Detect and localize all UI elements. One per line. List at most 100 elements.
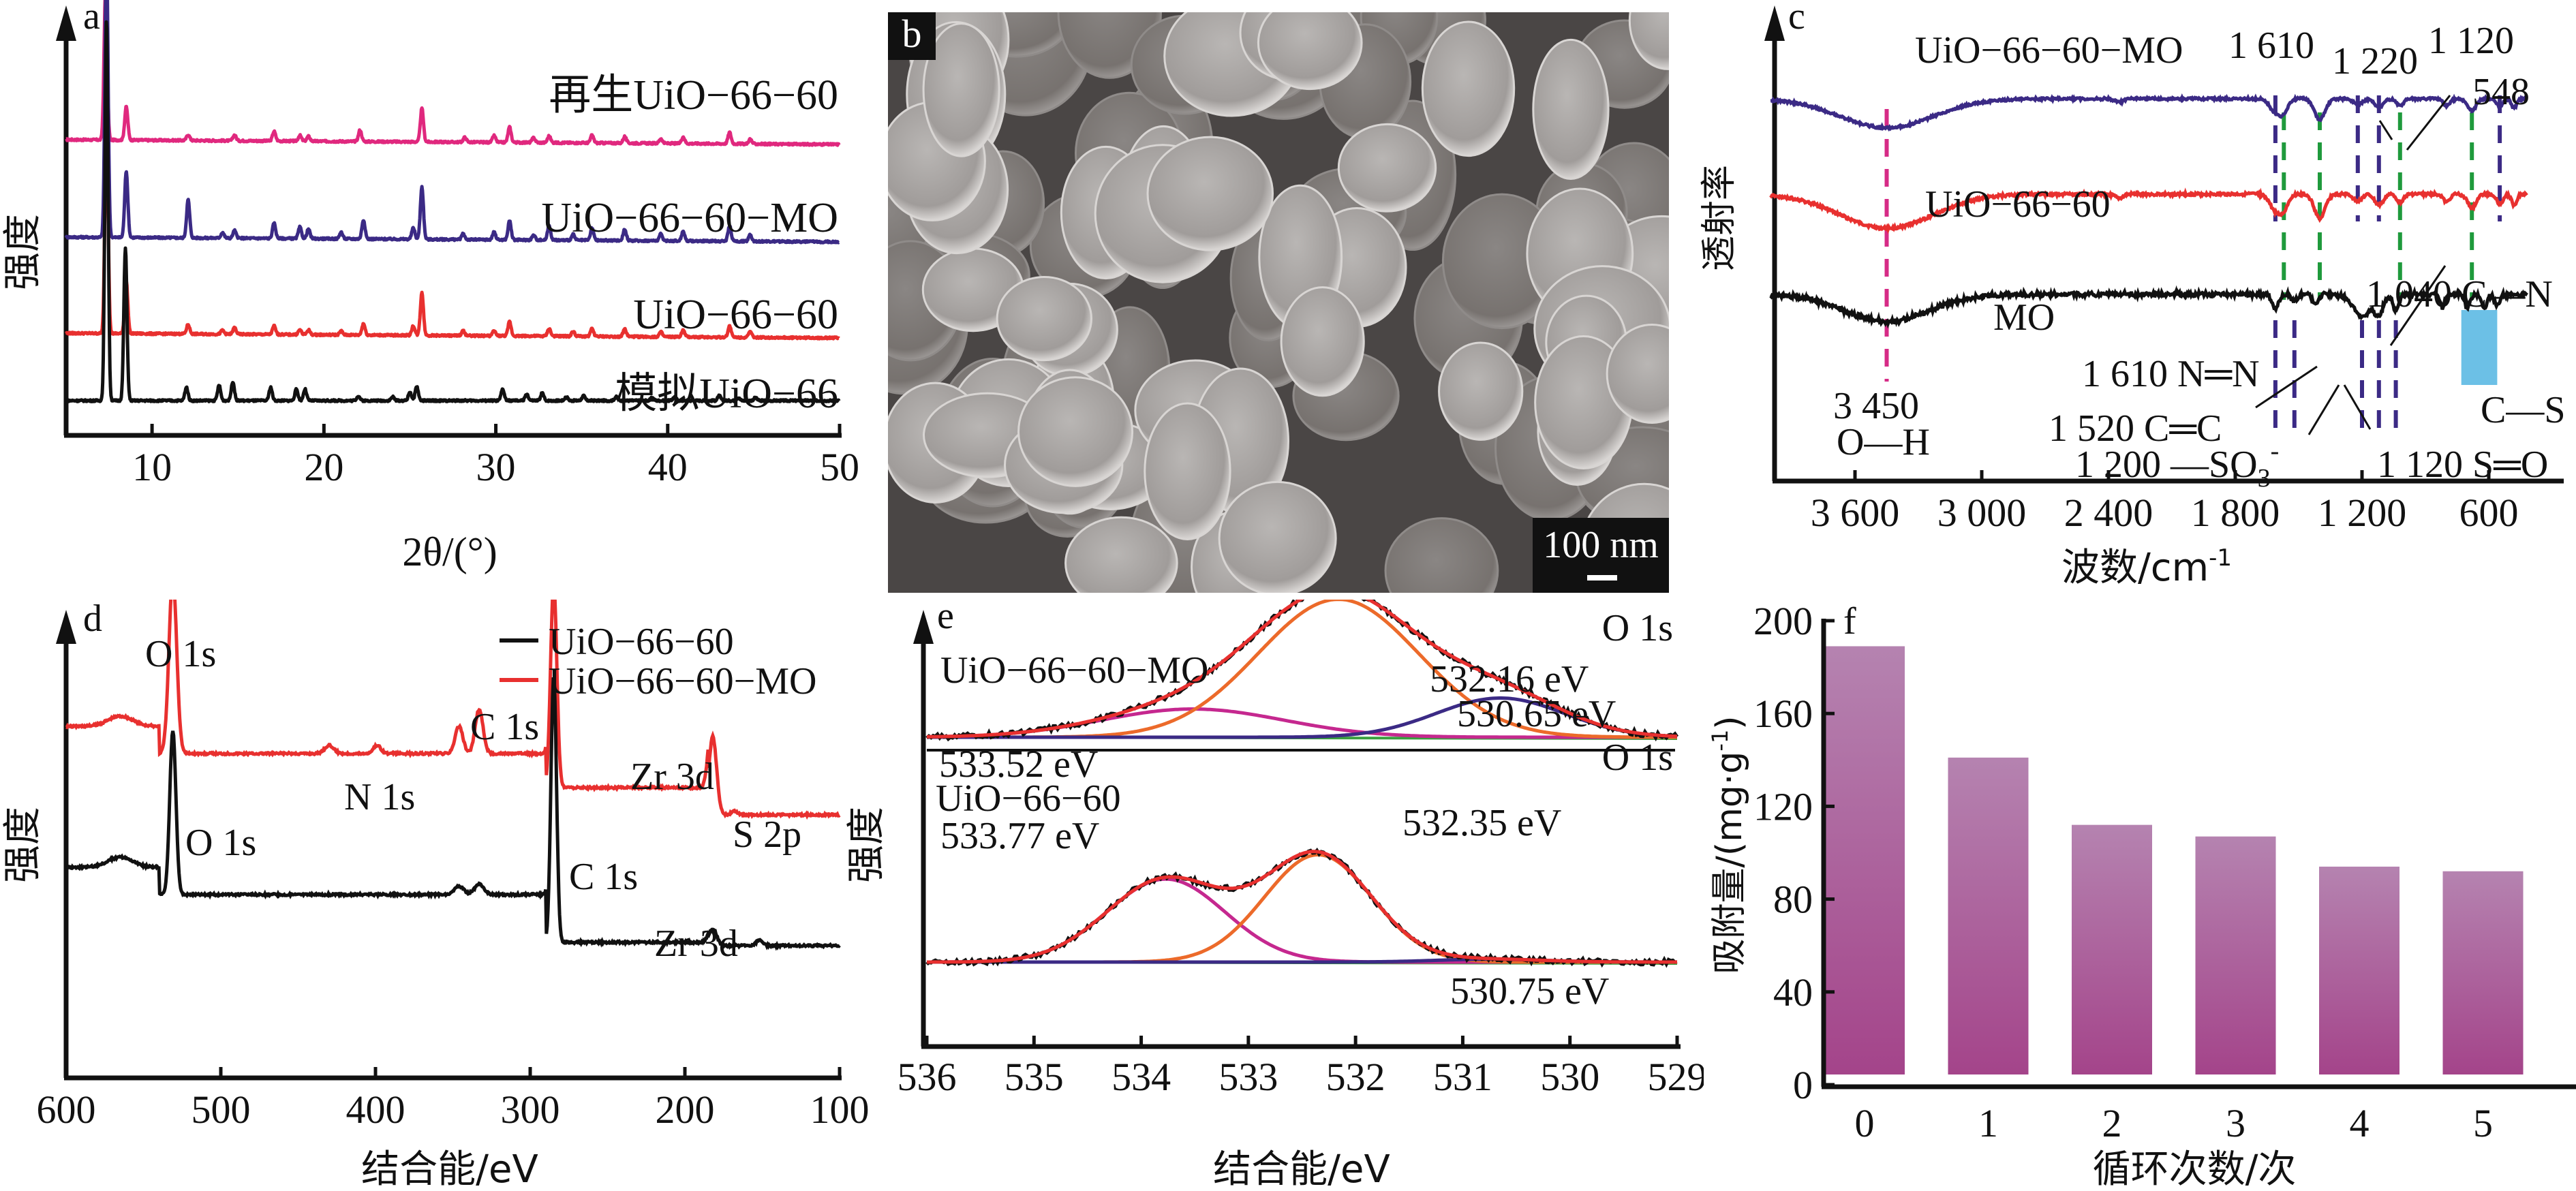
- panel-f-y-label-close: ): [1709, 715, 1750, 729]
- panel-c-x-tick-label: 1 200: [2318, 491, 2407, 535]
- sem-particle: [1064, 516, 1178, 593]
- xrd-series-line: [65, 20, 841, 403]
- xrd-series-line: [64, 0, 840, 245]
- panel-c-x-label: 波数/cm-1: [2061, 544, 2232, 590]
- panel-e-x-tick-label: 529: [1648, 1055, 1704, 1099]
- panel-f-x-tick-label: 5: [2473, 1101, 2493, 1145]
- annot-1120-top: 1 120: [2428, 20, 2514, 62]
- panel-c-y-axis-arrow: [1764, 5, 1785, 41]
- peak-label-c1s-mo: C 1s: [470, 706, 539, 748]
- panel-a-y-label: 强度: [1, 214, 45, 290]
- peak-label-zr3d-mo: Zr 3d: [630, 756, 714, 798]
- panel-e-y-axis-arrow: [913, 610, 934, 644]
- fit-envelope-line: [927, 850, 1677, 964]
- panel-f-y-tick-label: 80: [1773, 878, 1813, 922]
- raw-data-line: [925, 847, 1678, 968]
- panel-f-label: f: [1843, 600, 1856, 643]
- panel-a-x-tick-label: 20: [304, 445, 343, 489]
- panel-a-x-tick-label: 30: [476, 445, 516, 489]
- sem-particle: [1218, 480, 1337, 593]
- bar: [1824, 646, 1905, 1074]
- c-series-label-mo: MO: [1993, 296, 2055, 339]
- fit-component-curve: [927, 853, 1677, 964]
- e-label-532-16: 532.16 eV: [1430, 658, 1589, 700]
- scale-bar-line: [1587, 575, 1617, 581]
- panel-f-y-label-text: 吸附量/(mg·g: [1709, 752, 1750, 974]
- panel-d-xps-survey-chart: 600 500 400 300 200 100 d UiO−66−60 UiO−66−60…: [1, 600, 870, 1191]
- panel-d-x-tick-label: 600: [37, 1087, 96, 1132]
- e-label-533-52: 533.52 eV: [939, 743, 1098, 786]
- panel-e-x-tick-label: 531: [1433, 1055, 1492, 1099]
- annotation-leader-lines: [2255, 95, 2451, 435]
- panel-f-x-tick-label: 0: [1855, 1101, 1875, 1145]
- panel-c-x-tick-label: 3 000: [1937, 491, 2027, 535]
- panel-d-x-label: 结合能/eV: [361, 1147, 538, 1191]
- scale-bar-text: 100 nm: [1543, 524, 1659, 566]
- sem-particle: [1280, 286, 1365, 397]
- bar: [2319, 866, 2399, 1074]
- annot-oh: O—H: [1837, 421, 1930, 463]
- panel-f-bar-chart: 0 40 80 120 160 200 0 1 2 3 4 5 f 吸附量/(mg·g-1) 循环次数…: [1707, 600, 2576, 1191]
- legend-regen-uio: 再生UiO−66−60: [549, 72, 838, 119]
- annot-1040-cn: 1 040 C—N: [2366, 273, 2553, 315]
- bar: [2195, 836, 2276, 1074]
- panel-b-sem-image: b 100 nm: [888, 12, 1669, 593]
- panel-e-x-label: 结合能/eV: [1213, 1147, 1390, 1191]
- panel-f-y-tick-label: 40: [1773, 970, 1813, 1015]
- panel-f-y-label-sup: -1: [1707, 730, 1733, 752]
- panel-c-label: c: [1788, 0, 1805, 37]
- panel-f-x-tick-label: 3: [2226, 1101, 2245, 1145]
- legend-uio-mo: UiO−66−60−MO: [541, 195, 838, 241]
- annot-so3-subscript: 3: [2258, 464, 2271, 493]
- scale-bar: 100 nm: [1533, 518, 1669, 593]
- panel-e-x-tick-label: 530: [1540, 1055, 1599, 1099]
- panel-b-label: b: [888, 12, 936, 60]
- panel-f-x-tick-label: 2: [2102, 1101, 2122, 1145]
- panel-a-x-tick-label: 50: [820, 445, 859, 489]
- legend-uio: UiO−66−60: [549, 621, 734, 663]
- annot-1200-so3-text: 1 200 —SO: [2075, 444, 2258, 486]
- legend-uio: UiO−66−60: [633, 292, 838, 338]
- ftir-series-line: [1769, 285, 2528, 329]
- panel-c-x-label-sup: -1: [2209, 544, 2232, 572]
- xrd-series-line: [64, 104, 840, 341]
- sem-particle: [1421, 20, 1516, 157]
- panel-a-x-tick-label: 10: [132, 445, 172, 489]
- ftir-series-line: [1769, 187, 2528, 234]
- legend-sim-uio: 模拟UiO−66: [615, 371, 838, 417]
- c-series-label-uio: UiO−66−60: [1925, 183, 2111, 226]
- panel-f-y-tick-label: 160: [1753, 692, 1813, 736]
- sem-particle: [1628, 12, 1669, 70]
- panel-c-x-tick-label: 2 400: [2064, 491, 2153, 535]
- panel-f-y-tick-label: 120: [1753, 784, 1813, 829]
- peak-label-o1s-mo: O 1s: [145, 633, 216, 675]
- fit-envelope-line: [927, 600, 1678, 739]
- sem-particle: [1146, 136, 1274, 251]
- e-top-region: O 1s: [1602, 607, 1673, 649]
- e-label-532-35: 532.35 eV: [1402, 802, 1561, 844]
- e-label-530-75: 530.75 eV: [1450, 970, 1609, 1012]
- panel-f-y-label: 吸附量/(mg·g-1): [1707, 715, 1750, 974]
- panel-a-x-tick-label: 40: [648, 445, 688, 489]
- peak-label-n1s: N 1s: [344, 776, 415, 818]
- bar: [2072, 824, 2152, 1074]
- legend-uio-mo: UiO−66−60−MO: [549, 660, 816, 702]
- sem-particle: [1384, 517, 1499, 593]
- annot-1610-top: 1 610: [2228, 25, 2314, 67]
- xps-survey-line: [65, 600, 841, 820]
- e-label-530-65: 530.65 eV: [1457, 693, 1616, 735]
- panel-e-x-tick-label: 534: [1111, 1055, 1171, 1099]
- panel-f-x-label: 循环次数/次: [2093, 1147, 2297, 1191]
- panel-a-label: a: [83, 0, 100, 37]
- annot-cs: C—S: [2481, 389, 2566, 431]
- sem-particle: [922, 22, 1000, 157]
- annot-1520-cc: 1 520 C═C: [2049, 407, 2222, 450]
- xps-survey-line: [65, 677, 841, 951]
- annot-3450: 3 450: [1833, 385, 1919, 427]
- panel-c-x-tick-label: 3 600: [1811, 491, 1900, 535]
- panel-c-x-label-text: 波数/cm: [2061, 546, 2209, 590]
- panel-d-x-tick-label: 400: [346, 1087, 405, 1132]
- panel-f-y-tick-label: 200: [1753, 600, 1813, 643]
- annot-1610-nn: 1 610 N═N: [2082, 353, 2260, 395]
- bar: [1948, 757, 2029, 1074]
